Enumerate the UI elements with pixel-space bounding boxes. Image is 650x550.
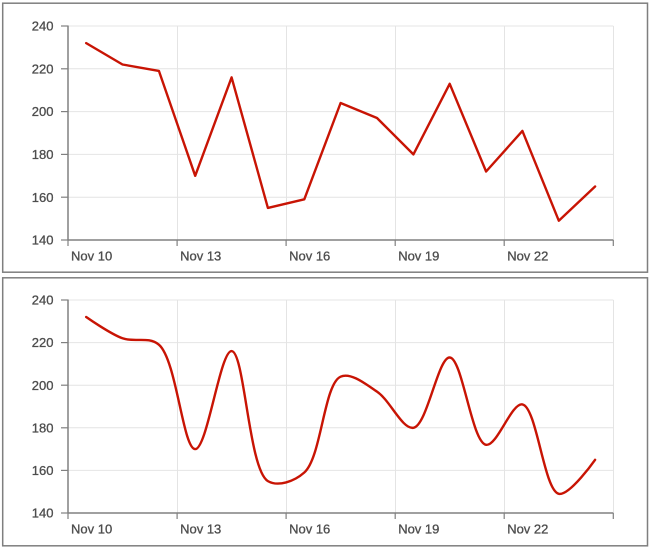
svg-text:Nov 19: Nov 19 <box>398 522 439 537</box>
svg-text:200: 200 <box>32 104 54 119</box>
svg-text:Nov 16: Nov 16 <box>289 249 330 264</box>
svg-text:200: 200 <box>32 378 54 393</box>
svg-text:Nov 19: Nov 19 <box>398 249 439 264</box>
svg-text:Nov 22: Nov 22 <box>507 249 548 264</box>
svg-text:240: 240 <box>32 293 54 308</box>
svg-text:240: 240 <box>32 19 54 34</box>
svg-text:Nov 10: Nov 10 <box>71 522 112 537</box>
svg-text:Nov 22: Nov 22 <box>507 522 548 537</box>
svg-text:Nov 10: Nov 10 <box>71 249 112 264</box>
svg-text:Nov 16: Nov 16 <box>289 522 330 537</box>
svg-text:220: 220 <box>32 335 54 350</box>
svg-text:180: 180 <box>32 420 54 435</box>
svg-text:220: 220 <box>32 61 54 76</box>
svg-text:140: 140 <box>32 233 54 248</box>
svg-text:180: 180 <box>32 147 54 162</box>
svg-text:160: 160 <box>32 190 54 205</box>
svg-text:Nov 13: Nov 13 <box>180 522 221 537</box>
svg-text:160: 160 <box>32 463 54 478</box>
svg-text:140: 140 <box>32 506 54 521</box>
svg-text:Nov 13: Nov 13 <box>180 249 221 264</box>
